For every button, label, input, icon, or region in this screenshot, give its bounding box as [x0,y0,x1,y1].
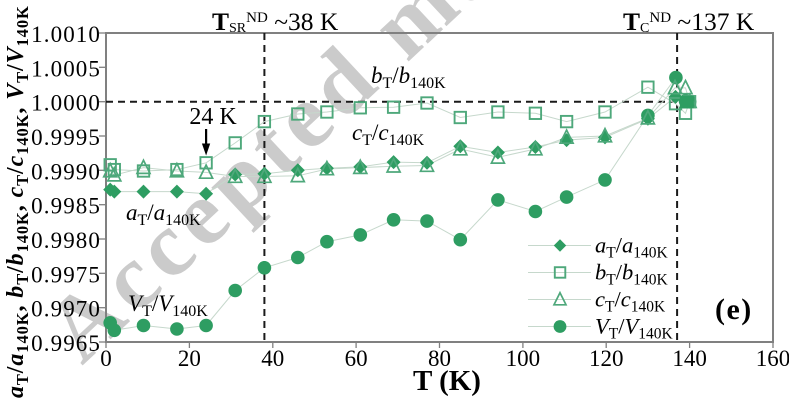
svg-text:(e): (e) [715,293,753,326]
svg-text:aT/a140K: aT/a140K [126,200,201,229]
svg-text:0.9995: 0.9995 [31,125,101,150]
svg-text:bT/b140K: bT/b140K [371,63,446,92]
svg-text:T (K): T (K) [413,365,481,397]
svg-text:TSRND ~38 K: TSRND ~38 K [212,7,339,36]
svg-text:aT/a140K: aT/a140K [595,233,668,262]
svg-text:40: 40 [261,346,284,371]
svg-text:1.0000: 1.0000 [31,91,101,116]
svg-text:120: 120 [589,346,624,371]
svg-text:0.9965: 0.9965 [31,331,101,356]
svg-text:20: 20 [178,346,201,371]
svg-text:100: 100 [506,346,541,371]
svg-text:1.0010: 1.0010 [31,22,101,47]
svg-text:bT/b140K: bT/b140K [595,260,668,289]
svg-text:0.9980: 0.9980 [31,228,101,253]
svg-text:0: 0 [100,346,112,371]
svg-text:0.9990: 0.9990 [31,159,101,184]
svg-text:1.0005: 1.0005 [31,56,101,81]
svg-text:cT/c140K: cT/c140K [352,120,425,149]
svg-text:60: 60 [345,346,368,371]
svg-text:VT/V140K: VT/V140K [595,314,673,343]
svg-text:aT/a140K, bT/b140K, cT/c140K,: aT/a140K, bT/b140K, cT/c140K, VT/V140K [3,5,32,398]
svg-text:160: 160 [756,346,789,371]
svg-text:VT/V140K: VT/V140K [128,291,208,320]
svg-text:140: 140 [672,346,707,371]
svg-text:0.9970: 0.9970 [31,297,101,322]
svg-text:0.9985: 0.9985 [31,194,101,219]
svg-text:24 K: 24 K [189,104,237,130]
svg-text:0.9975: 0.9975 [31,262,101,287]
svg-text:TCND ~137 K: TCND ~137 K [623,7,755,36]
svg-text:cT/c140K: cT/c140K [595,287,666,316]
svg-text:80: 80 [428,346,451,371]
